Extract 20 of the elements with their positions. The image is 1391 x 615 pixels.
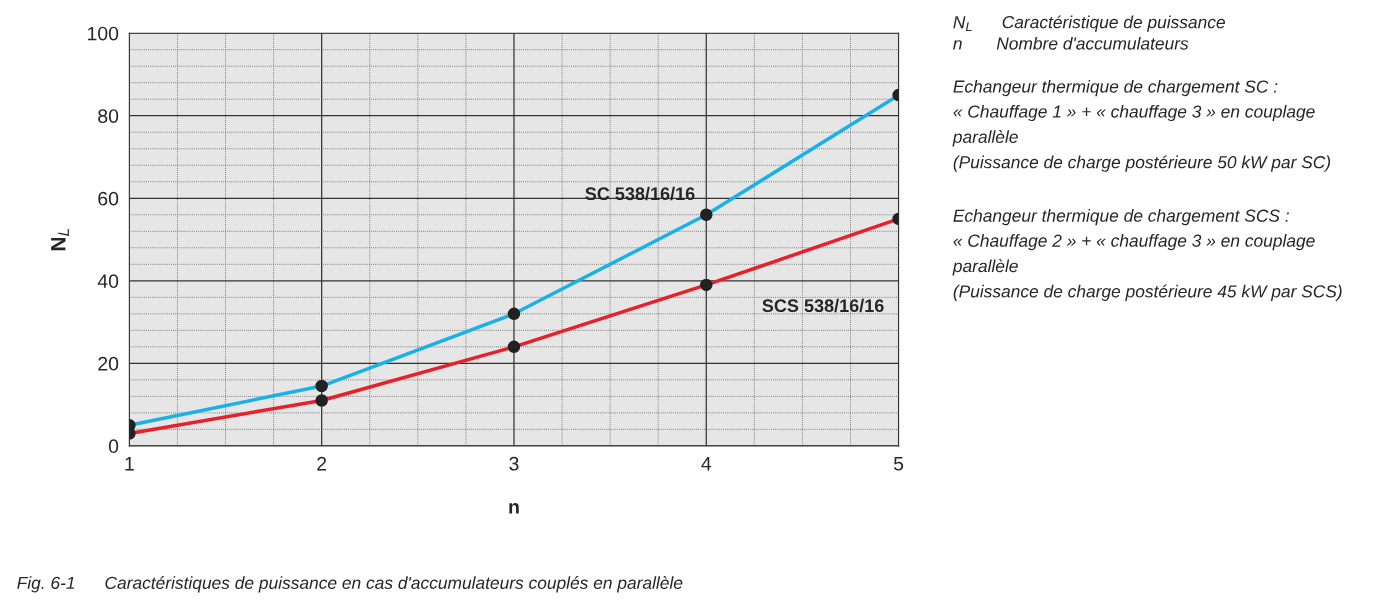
series-label: SC 538/16/16 <box>585 186 695 201</box>
x-tick-label: 5 <box>893 457 904 471</box>
x-tick-label: 3 <box>509 456 519 471</box>
x-axis-title: n <box>509 503 519 514</box>
text: Echangeur thermique de chargement SC : « Chauffage 1 » + « chauffage 3 » en couplage parallèle (Puissance de charge postérieure 50 kW par SC) <box>952 79 1331 172</box>
text: Echangeur thermique de chargement SCS : « Chauffage 2 » + « chauffage 3 » en couplage parallèle (Puissance de charge postérieure 45 kW par SCS) <box>952 209 1342 301</box>
y-axis-title: N$_{L}$ <box>51 229 69 251</box>
text: n Nombre d'accumulateurs <box>953 36 1189 50</box>
y-tick-label: 40 <box>97 274 119 289</box>
caption: Fig. 6-1 Caractéristiques de puissance en cas d'accumulateurs couplés en parallèle <box>17 576 683 593</box>
y-tick-label: 60 <box>98 191 119 206</box>
text: N$_{L}$ Caractéristique de puissance <box>953 15 1225 32</box>
x-tick-label: 1 <box>125 457 134 471</box>
x-tick-label: 4 <box>701 457 712 471</box>
x-tick-label: 2 <box>317 456 327 471</box>
y-tick-label: 80 <box>98 109 119 123</box>
y-tick-label: 20 <box>98 356 119 371</box>
y-tick-label: 100 <box>87 26 119 41</box>
series-label: SCS 538/16/16 <box>762 298 884 313</box>
y-tick-label: 0 <box>108 439 119 454</box>
